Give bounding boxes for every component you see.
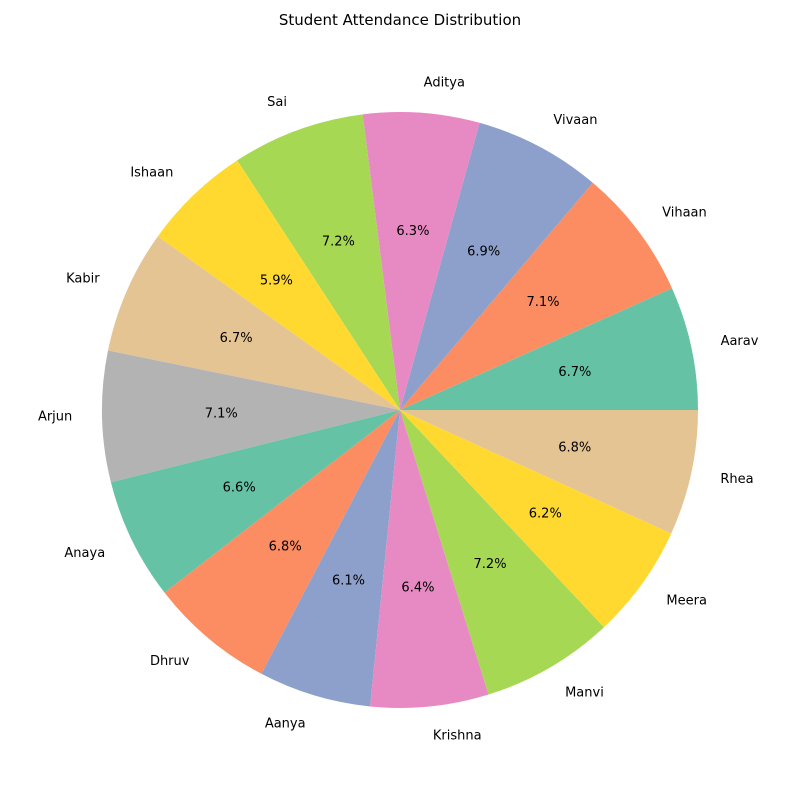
pie-slice-arjun	[102, 350, 401, 483]
slice-percent-meera: 6.2%	[529, 507, 562, 522]
slice-label-meera: Meera	[666, 594, 707, 609]
slice-label-dhruv: Dhruv	[150, 654, 190, 669]
pie-slice-aarav	[400, 288, 698, 410]
slice-percent-manvi: 7.2%	[474, 557, 507, 572]
pie-slice-dhruv	[164, 410, 400, 674]
pie-slices	[102, 112, 698, 708]
slice-percent-sai: 7.2%	[322, 235, 355, 250]
slice-label-ishaan: Ishaan	[130, 166, 173, 181]
slice-label-aditya: Aditya	[424, 76, 465, 91]
slice-label-sai: Sai	[267, 95, 287, 110]
slice-percent-arjun: 7.1%	[205, 406, 238, 421]
slice-label-vivaan: Vivaan	[553, 113, 597, 128]
pie-labels: Aarav 6.7% Vihaan 7.1% Vivaan 6.9% Aditya 6.3% S…	[38, 76, 759, 744]
pie-slice-manvi	[400, 410, 604, 695]
pie-slice-anaya	[110, 410, 400, 593]
pie-slice-kabir	[108, 236, 400, 410]
slice-percent-vivaan: 6.9%	[467, 244, 500, 259]
pie-slice-krishna	[370, 410, 489, 708]
slice-label-vihaan: Vihaan	[662, 206, 707, 221]
chart-title: Student Attendance Distribution	[278, 11, 522, 29]
slice-label-arjun: Arjun	[38, 410, 72, 425]
slice-percent-ishaan: 5.9%	[260, 273, 293, 288]
slice-percent-aanya: 6.1%	[332, 574, 365, 589]
slice-percent-krishna: 6.4%	[401, 580, 434, 595]
slice-label-aanya: Aanya	[265, 716, 306, 731]
pie-slice-ishaan	[157, 160, 400, 410]
slice-percent-kabir: 6.7%	[220, 331, 253, 346]
slice-percent-rhea: 6.8%	[558, 440, 591, 455]
slice-label-anaya: Anaya	[64, 546, 105, 561]
pie-slice-vihaan	[400, 182, 672, 410]
slice-percent-dhruv: 6.8%	[269, 540, 302, 555]
pie-slice-rhea	[400, 410, 698, 534]
slice-label-krishna: Krishna	[433, 729, 482, 744]
pie-slice-sai	[237, 114, 400, 410]
pie-slice-aanya	[261, 410, 400, 707]
slice-percent-anaya: 6.6%	[223, 481, 256, 496]
pie-slice-meera	[400, 410, 672, 628]
slice-label-aarav: Aarav	[721, 334, 759, 349]
slice-percent-aarav: 6.7%	[558, 365, 591, 380]
slice-percent-vihaan: 7.1%	[526, 295, 559, 310]
pie-slice-aditya	[362, 112, 480, 411]
slice-label-manvi: Manvi	[565, 686, 604, 701]
slice-label-rhea: Rhea	[720, 472, 753, 487]
slice-percent-aditya: 6.3%	[396, 224, 429, 239]
pie-slice-vivaan	[400, 122, 593, 411]
slice-label-kabir: Kabir	[66, 271, 100, 286]
